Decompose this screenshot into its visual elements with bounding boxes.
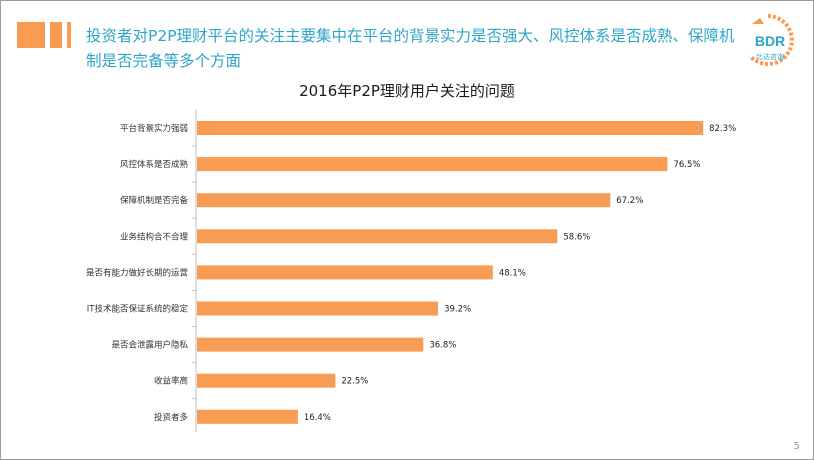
bar	[197, 301, 439, 316]
category-label: IT技术能否保证系统的稳定	[87, 304, 189, 315]
category-label: 保障机制是否完备	[120, 195, 189, 206]
slide-headline: 投资者对P2P理财平台的关注主要集中在平台的背景实力是否强大、风控体系是否成熟、…	[86, 27, 735, 70]
bar	[197, 121, 704, 135]
category-label: 是否会泄露用户隐私	[111, 340, 188, 351]
value-label: 22.5%	[341, 377, 368, 387]
bar	[197, 193, 611, 208]
category-label: 平台背景实力强弱	[120, 123, 188, 134]
bar	[197, 265, 493, 280]
category-label: 业务结构合不合理	[120, 231, 189, 242]
category-label: 投资者多	[154, 412, 189, 423]
logo-text: BDR	[755, 33, 785, 49]
value-label: 82.3%	[709, 124, 736, 134]
value-label: 39.2%	[444, 305, 471, 315]
value-label: 58.6%	[563, 232, 590, 242]
value-label: 76.5%	[673, 160, 700, 170]
logo-ring-icon	[748, 14, 794, 66]
value-label: 67.2%	[616, 196, 643, 206]
bar	[197, 373, 336, 388]
category-label: 是否有能力做好长期的运营	[86, 267, 188, 278]
bar	[197, 337, 424, 352]
value-label: 36.8%	[429, 341, 456, 351]
bar	[197, 157, 668, 172]
bar	[197, 409, 298, 424]
bdr-logo: BDR 比达咨询	[748, 14, 794, 66]
category-label: 收益率高	[154, 376, 188, 387]
bar	[197, 229, 558, 244]
value-label: 48.1%	[499, 268, 526, 278]
value-label: 16.4%	[304, 413, 331, 423]
logo-subtext: 比达咨询	[756, 52, 784, 61]
page-number: 5	[793, 441, 800, 452]
category-label: 风控体系是否成熟	[120, 159, 189, 170]
chart-title: 2016年P2P理财用户关注的问题	[299, 82, 515, 100]
